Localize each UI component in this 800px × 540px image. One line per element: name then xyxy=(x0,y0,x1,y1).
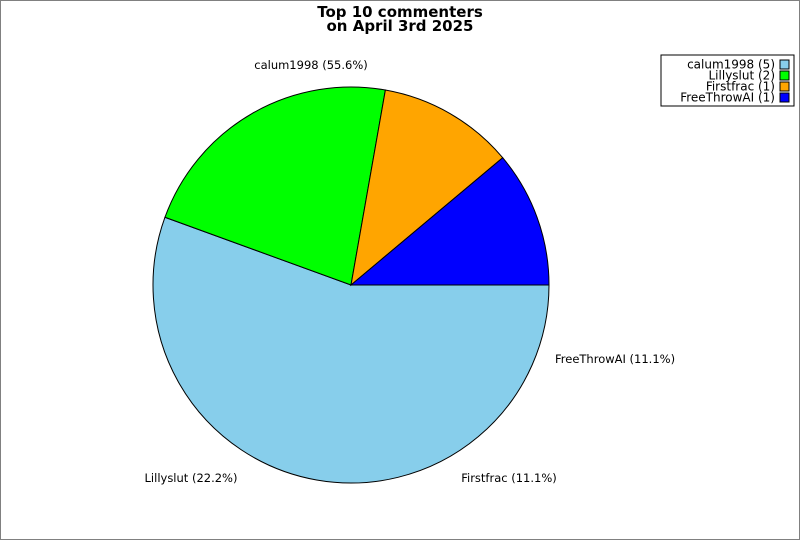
pie-slice-firstfrac xyxy=(350,89,504,287)
pie-slices xyxy=(152,86,550,484)
chart-title-line-1: Top 10 commenters xyxy=(317,3,483,21)
legend-entry-lillyslut: Lillyslut (2) xyxy=(709,69,776,83)
slice-label-freethrowai: FreeThrowAI (11.1%) xyxy=(555,352,675,366)
legend-swatch-calum1998 xyxy=(779,59,790,70)
pie-slice-lillyslut xyxy=(164,86,386,286)
legend-box xyxy=(660,54,795,107)
legend-swatch-lillyslut xyxy=(779,70,790,81)
legend-entry-calum1998: calum1998 (5) xyxy=(687,58,775,72)
chart-title-line-2: on April 3rd 2025 xyxy=(327,17,474,35)
slice-label-calum1998: calum1998 (55.6%) xyxy=(254,58,367,72)
chart-legend: calum1998 (5)Lillyslut (2)Firstfrac (1)F… xyxy=(660,54,795,107)
legend-swatch-freethrowai xyxy=(779,92,790,103)
slice-label-lillyslut: Lillyslut (22.2%) xyxy=(145,471,238,485)
pie-slice-freethrowai xyxy=(349,157,550,286)
pie-slice-calum1998 xyxy=(152,216,550,484)
pie-slice-labels: calum1998 (55.6%) Lillyslut (22.2%) Firstf… xyxy=(145,58,676,485)
slice-label-firstfrac: Firstfrac (11.1%) xyxy=(461,471,557,485)
legend-entry-firstfrac: Firstfrac (1) xyxy=(706,80,775,94)
legend-swatch-firstfrac xyxy=(779,81,790,92)
legend-entry-freethrowai: FreeThrowAI (1) xyxy=(680,91,775,105)
